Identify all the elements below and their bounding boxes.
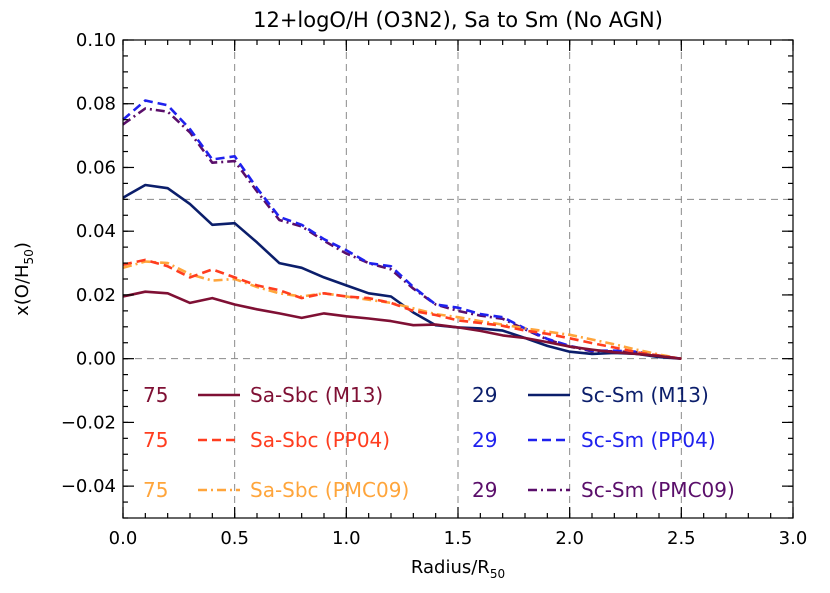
legend-count: 75 [143, 383, 168, 407]
legend-label: Sa-Sbc (PP04) [250, 428, 390, 452]
legend-label: Sc-Sm (PMC09) [581, 478, 735, 502]
y-tick-label: 0.10 [76, 30, 116, 51]
y-tick-label: 0.02 [76, 285, 116, 306]
chart-title: 12+logO/H (O3N2), Sa to Sm (No AGN) [253, 8, 663, 32]
legend-label: Sa-Sbc (M13) [250, 383, 383, 407]
y-tick-label: 0.04 [76, 221, 116, 242]
y-axis-label: x(O/H50) [12, 242, 36, 316]
x-tick-label: 2.0 [555, 528, 584, 549]
legend-count: 29 [472, 383, 497, 407]
y-tick-label: −0.02 [61, 412, 116, 433]
legend-label: Sc-Sm (M13) [581, 383, 709, 407]
series-line [122, 258, 682, 360]
y-tick-label: 0.00 [76, 349, 116, 370]
legend-count: 75 [143, 428, 168, 452]
series-group [122, 99, 682, 360]
series-line [122, 99, 682, 360]
x-tick-label: 0.0 [109, 528, 138, 549]
x-tick-label: 0.5 [220, 528, 249, 549]
x-tick-label: 1.0 [332, 528, 361, 549]
legend-count: 29 [472, 428, 497, 452]
y-axis-label-close: ) [12, 242, 33, 249]
y-tick-label: −0.04 [61, 476, 116, 497]
legend-label: Sc-Sm (PP04) [581, 428, 716, 452]
y-tick-label: 0.06 [76, 157, 116, 178]
series-line [122, 260, 682, 360]
series-line [122, 107, 682, 360]
x-axis-label-subscript: 50 [490, 567, 505, 581]
series-line [122, 290, 682, 360]
x-axis-label-main: Radius/R [411, 557, 490, 578]
x-tick-label: 1.5 [444, 528, 473, 549]
y-tick-labels: −0.04 −0.02 0.00 0.02 0.04 0.06 0.08 0.10 [61, 30, 116, 497]
legend-count: 75 [143, 478, 168, 502]
x-tick-label: 2.5 [667, 528, 696, 549]
grid [123, 40, 793, 518]
y-axis-label-main: x(O/H [12, 264, 33, 315]
y-tick-label: 0.08 [76, 94, 116, 115]
x-tick-labels: 0.0 0.5 1.0 1.5 2.0 2.5 3.0 [109, 528, 808, 549]
x-tick-label: 3.0 [779, 528, 808, 549]
ticks [122, 39, 794, 519]
legend: 75 Sa-Sbc (M13) 75 Sa-Sbc (PP04) 75 Sa-Sbc (P… [143, 383, 735, 502]
legend-label: Sa-Sbc (PMC09) [250, 478, 409, 502]
x-axis-label: Radius/R50 [411, 557, 505, 581]
y-axis-label-subscript: 50 [22, 249, 36, 264]
legend-count: 29 [472, 478, 497, 502]
